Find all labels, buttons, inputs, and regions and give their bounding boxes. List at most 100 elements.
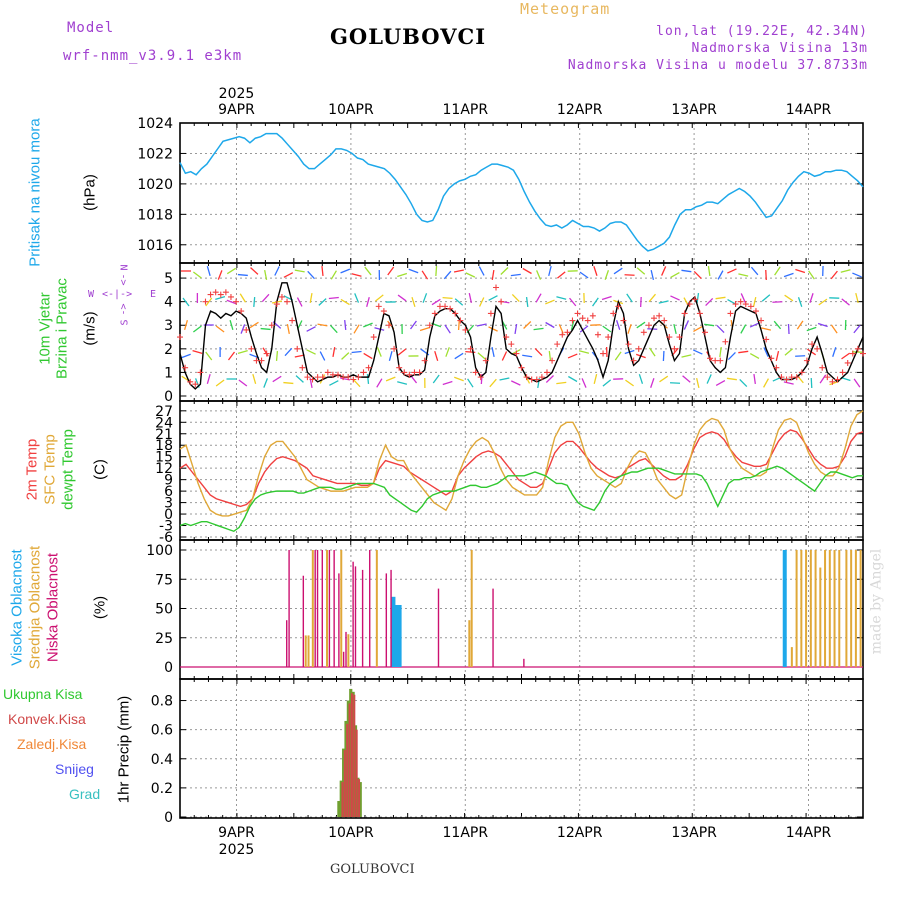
y-tick-label: 15 xyxy=(155,450,173,466)
gust-marker xyxy=(273,301,280,308)
wind-barb xyxy=(765,269,767,281)
gust-marker xyxy=(834,376,841,383)
y-tick-label: 4 xyxy=(164,295,173,311)
gust-marker xyxy=(676,334,683,341)
wind-barb xyxy=(252,374,257,384)
y-tick-label: 3 xyxy=(164,318,173,334)
high-cloud-bar xyxy=(782,550,787,667)
y-tick-label: 0.4 xyxy=(151,752,173,768)
gust-marker xyxy=(289,317,296,324)
gust-marker xyxy=(472,369,479,376)
wind-barb xyxy=(522,267,532,275)
wind-barb xyxy=(855,292,859,304)
wind-barb xyxy=(533,327,544,331)
wind-barb xyxy=(511,380,521,386)
wind-barb xyxy=(435,265,438,277)
gust-marker xyxy=(436,303,443,310)
wind-barb xyxy=(717,270,724,280)
legend-conv-rain: Konvek.Kisa xyxy=(8,711,86,727)
wind-barb xyxy=(499,377,510,381)
gust-marker xyxy=(691,296,698,303)
wind-barb xyxy=(579,271,589,279)
wind-barb xyxy=(581,378,587,388)
gust-marker xyxy=(681,310,688,317)
gust-marker xyxy=(600,350,607,357)
gust-marker xyxy=(431,310,438,317)
conv-precip-bar xyxy=(355,729,358,817)
high-cloud-bar xyxy=(391,596,396,667)
wind-barb xyxy=(366,297,370,307)
low-cloud-bar xyxy=(288,550,290,667)
total-precip-bar xyxy=(351,691,355,817)
wind-barb xyxy=(614,351,622,361)
gust-marker xyxy=(701,329,708,336)
wind-barb xyxy=(374,294,384,302)
wind-barb xyxy=(761,294,771,302)
gust-marker xyxy=(533,376,540,383)
wind-barb xyxy=(385,376,396,382)
wind-barb xyxy=(696,377,700,389)
wind-barb xyxy=(478,266,485,276)
wind-barb xyxy=(332,346,336,358)
gust-marker xyxy=(345,374,352,381)
wind-barb xyxy=(192,325,202,333)
wind-barb xyxy=(317,323,328,327)
bottom-day-label: 12APR xyxy=(557,825,603,841)
gust-marker xyxy=(284,298,291,305)
wind-barb xyxy=(397,348,407,356)
wind-barb xyxy=(548,265,552,277)
gust-marker xyxy=(798,369,805,376)
wind-barb xyxy=(237,273,248,277)
wind-barb xyxy=(749,322,760,328)
wind-barb xyxy=(465,272,476,278)
wind-barb xyxy=(442,297,453,299)
wind-barb xyxy=(670,272,680,278)
y-tick-label: 1 xyxy=(164,365,173,381)
wind-barb xyxy=(274,266,280,276)
wind-barb xyxy=(719,346,722,358)
gust-marker xyxy=(314,374,321,381)
gust-marker xyxy=(543,369,550,376)
wind-barb xyxy=(318,298,327,306)
wind-barb xyxy=(376,378,383,388)
wind-barb xyxy=(740,293,746,303)
wind-barb xyxy=(773,320,782,330)
low-cloud-bar xyxy=(361,569,364,667)
low-cloud-bar xyxy=(345,631,347,667)
y-tick-label: 0 xyxy=(164,810,173,826)
wind-barb xyxy=(478,297,485,307)
y-tick-label: 0 xyxy=(164,660,173,676)
gust-marker xyxy=(696,310,703,317)
gust-marker xyxy=(457,317,464,324)
gust-marker xyxy=(589,312,596,319)
wind-barb xyxy=(579,350,590,354)
wind-barb xyxy=(295,375,304,383)
panel-frame xyxy=(179,122,864,264)
gust-marker xyxy=(212,289,219,296)
gust-marker xyxy=(340,374,347,381)
gust-marker xyxy=(574,310,581,317)
model-elevation-text: Nadmorska Visina u modelu 37.8733m xyxy=(567,58,868,73)
mid-cloud-bar xyxy=(828,550,831,667)
low-cloud-bar xyxy=(316,550,319,667)
gust-marker xyxy=(717,357,724,364)
wind-barb xyxy=(374,327,385,331)
wind-barb xyxy=(431,298,441,306)
gust-marker xyxy=(747,303,754,310)
wind-barb xyxy=(275,350,279,362)
coords-text: lon,lat (19.22E, 42.34N) xyxy=(656,24,868,39)
gust-marker xyxy=(482,357,489,364)
wind-barb xyxy=(557,271,566,279)
wind-barb xyxy=(567,353,578,359)
bottom-year-label: 2025 xyxy=(219,842,255,858)
gust-marker xyxy=(207,291,214,298)
conv-precip-bar xyxy=(358,779,361,817)
mid-cloud-bar xyxy=(824,550,827,667)
wind-barb xyxy=(853,378,861,388)
y-tick-label: 3 xyxy=(164,496,173,512)
gust-marker xyxy=(615,303,622,310)
temp-2m-line xyxy=(179,429,864,508)
pressure-line xyxy=(179,132,864,252)
wind-barb xyxy=(604,270,610,280)
low-cloud-bar xyxy=(328,550,331,667)
